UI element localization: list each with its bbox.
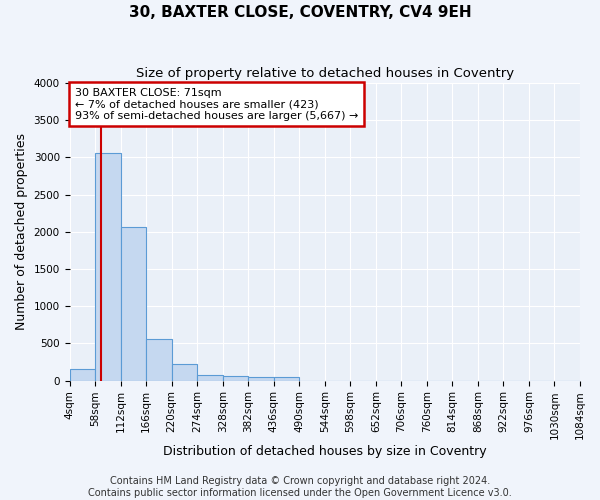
Bar: [197, 374, 223, 380]
Text: Contains HM Land Registry data © Crown copyright and database right 2024.
Contai: Contains HM Land Registry data © Crown c…: [88, 476, 512, 498]
Title: Size of property relative to detached houses in Coventry: Size of property relative to detached ho…: [136, 68, 514, 80]
Text: 30 BAXTER CLOSE: 71sqm
← 7% of detached houses are smaller (423)
93% of semi-det: 30 BAXTER CLOSE: 71sqm ← 7% of detached …: [74, 88, 358, 120]
X-axis label: Distribution of detached houses by size in Coventry: Distribution of detached houses by size …: [163, 444, 487, 458]
Bar: [274, 377, 299, 380]
Bar: [70, 370, 95, 380]
Text: 30, BAXTER CLOSE, COVENTRY, CV4 9EH: 30, BAXTER CLOSE, COVENTRY, CV4 9EH: [128, 5, 472, 20]
Bar: [95, 153, 121, 380]
Bar: [146, 339, 172, 380]
Y-axis label: Number of detached properties: Number of detached properties: [15, 134, 28, 330]
Bar: [121, 228, 146, 380]
Bar: [172, 364, 197, 380]
Bar: [223, 376, 248, 380]
Bar: [248, 377, 274, 380]
